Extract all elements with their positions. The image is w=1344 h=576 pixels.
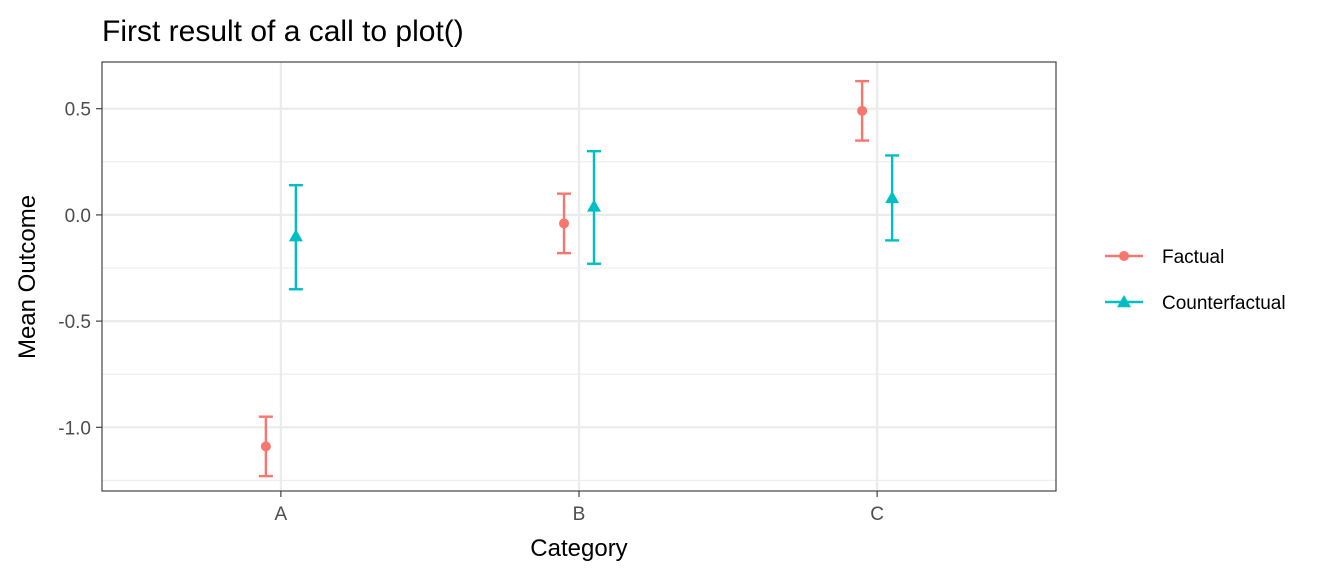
x-axis-title: Category (530, 535, 627, 562)
data-point (288, 229, 303, 242)
data-point (559, 218, 569, 229)
y-tick-label: -1.0 (58, 418, 91, 439)
series-factual (258, 79, 870, 478)
grid (102, 62, 1056, 491)
x-tick-label: B (573, 504, 586, 525)
axes: -1.0 -0.5 0.0 0.5 A B C (58, 100, 884, 525)
legend-item-factual: Factual (1105, 247, 1224, 268)
legend-item-counterfactual: Counterfactual (1105, 293, 1286, 314)
series-counterfactual (288, 149, 900, 291)
x-tick-label: C (870, 504, 884, 525)
series-layer (258, 79, 900, 478)
x-tick-label: A (275, 504, 288, 525)
legend-label: Factual (1162, 247, 1224, 268)
y-tick-label: 0.0 (65, 206, 91, 227)
legend-key-marker (1117, 295, 1131, 308)
y-axis-title: Mean Outcome (14, 195, 41, 359)
legend-key-marker (1119, 251, 1129, 261)
data-point (857, 105, 868, 116)
legend: Factual Counterfactual (1105, 247, 1286, 314)
chart-title: First result of a call to plot() (102, 15, 464, 48)
y-tick-label: 0.5 (65, 100, 91, 121)
y-tick-label: -0.5 (58, 312, 91, 333)
data-point (260, 441, 271, 452)
data-point (587, 199, 601, 212)
legend-label: Counterfactual (1162, 293, 1286, 314)
data-point (885, 190, 900, 204)
